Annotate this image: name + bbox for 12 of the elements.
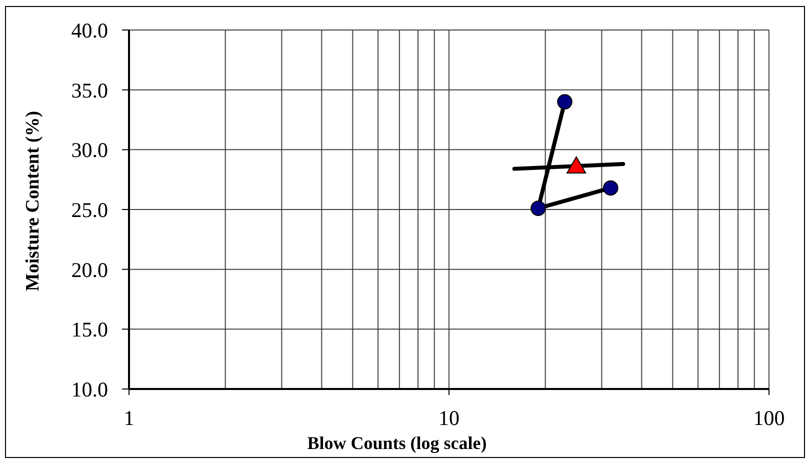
x-axis-title: Blow Counts (log scale) <box>307 433 487 453</box>
y-tick-label: 30.0 <box>71 138 108 162</box>
y-tick-label: 10.0 <box>71 377 108 402</box>
y-tick-label: 20.0 <box>71 258 108 282</box>
y-tick-label: 40.0 <box>71 18 108 42</box>
y-tick-label: 25.0 <box>71 198 108 222</box>
x-tick-label: 10 <box>438 406 460 430</box>
x-tick-label: 1 <box>124 406 134 430</box>
y-axis-title: Moisture Content (%) <box>22 110 44 292</box>
x-tick-label: 100 <box>753 406 785 430</box>
y-tick-label: 35.0 <box>71 78 108 102</box>
y-tick-label: 15.0 <box>71 318 108 342</box>
